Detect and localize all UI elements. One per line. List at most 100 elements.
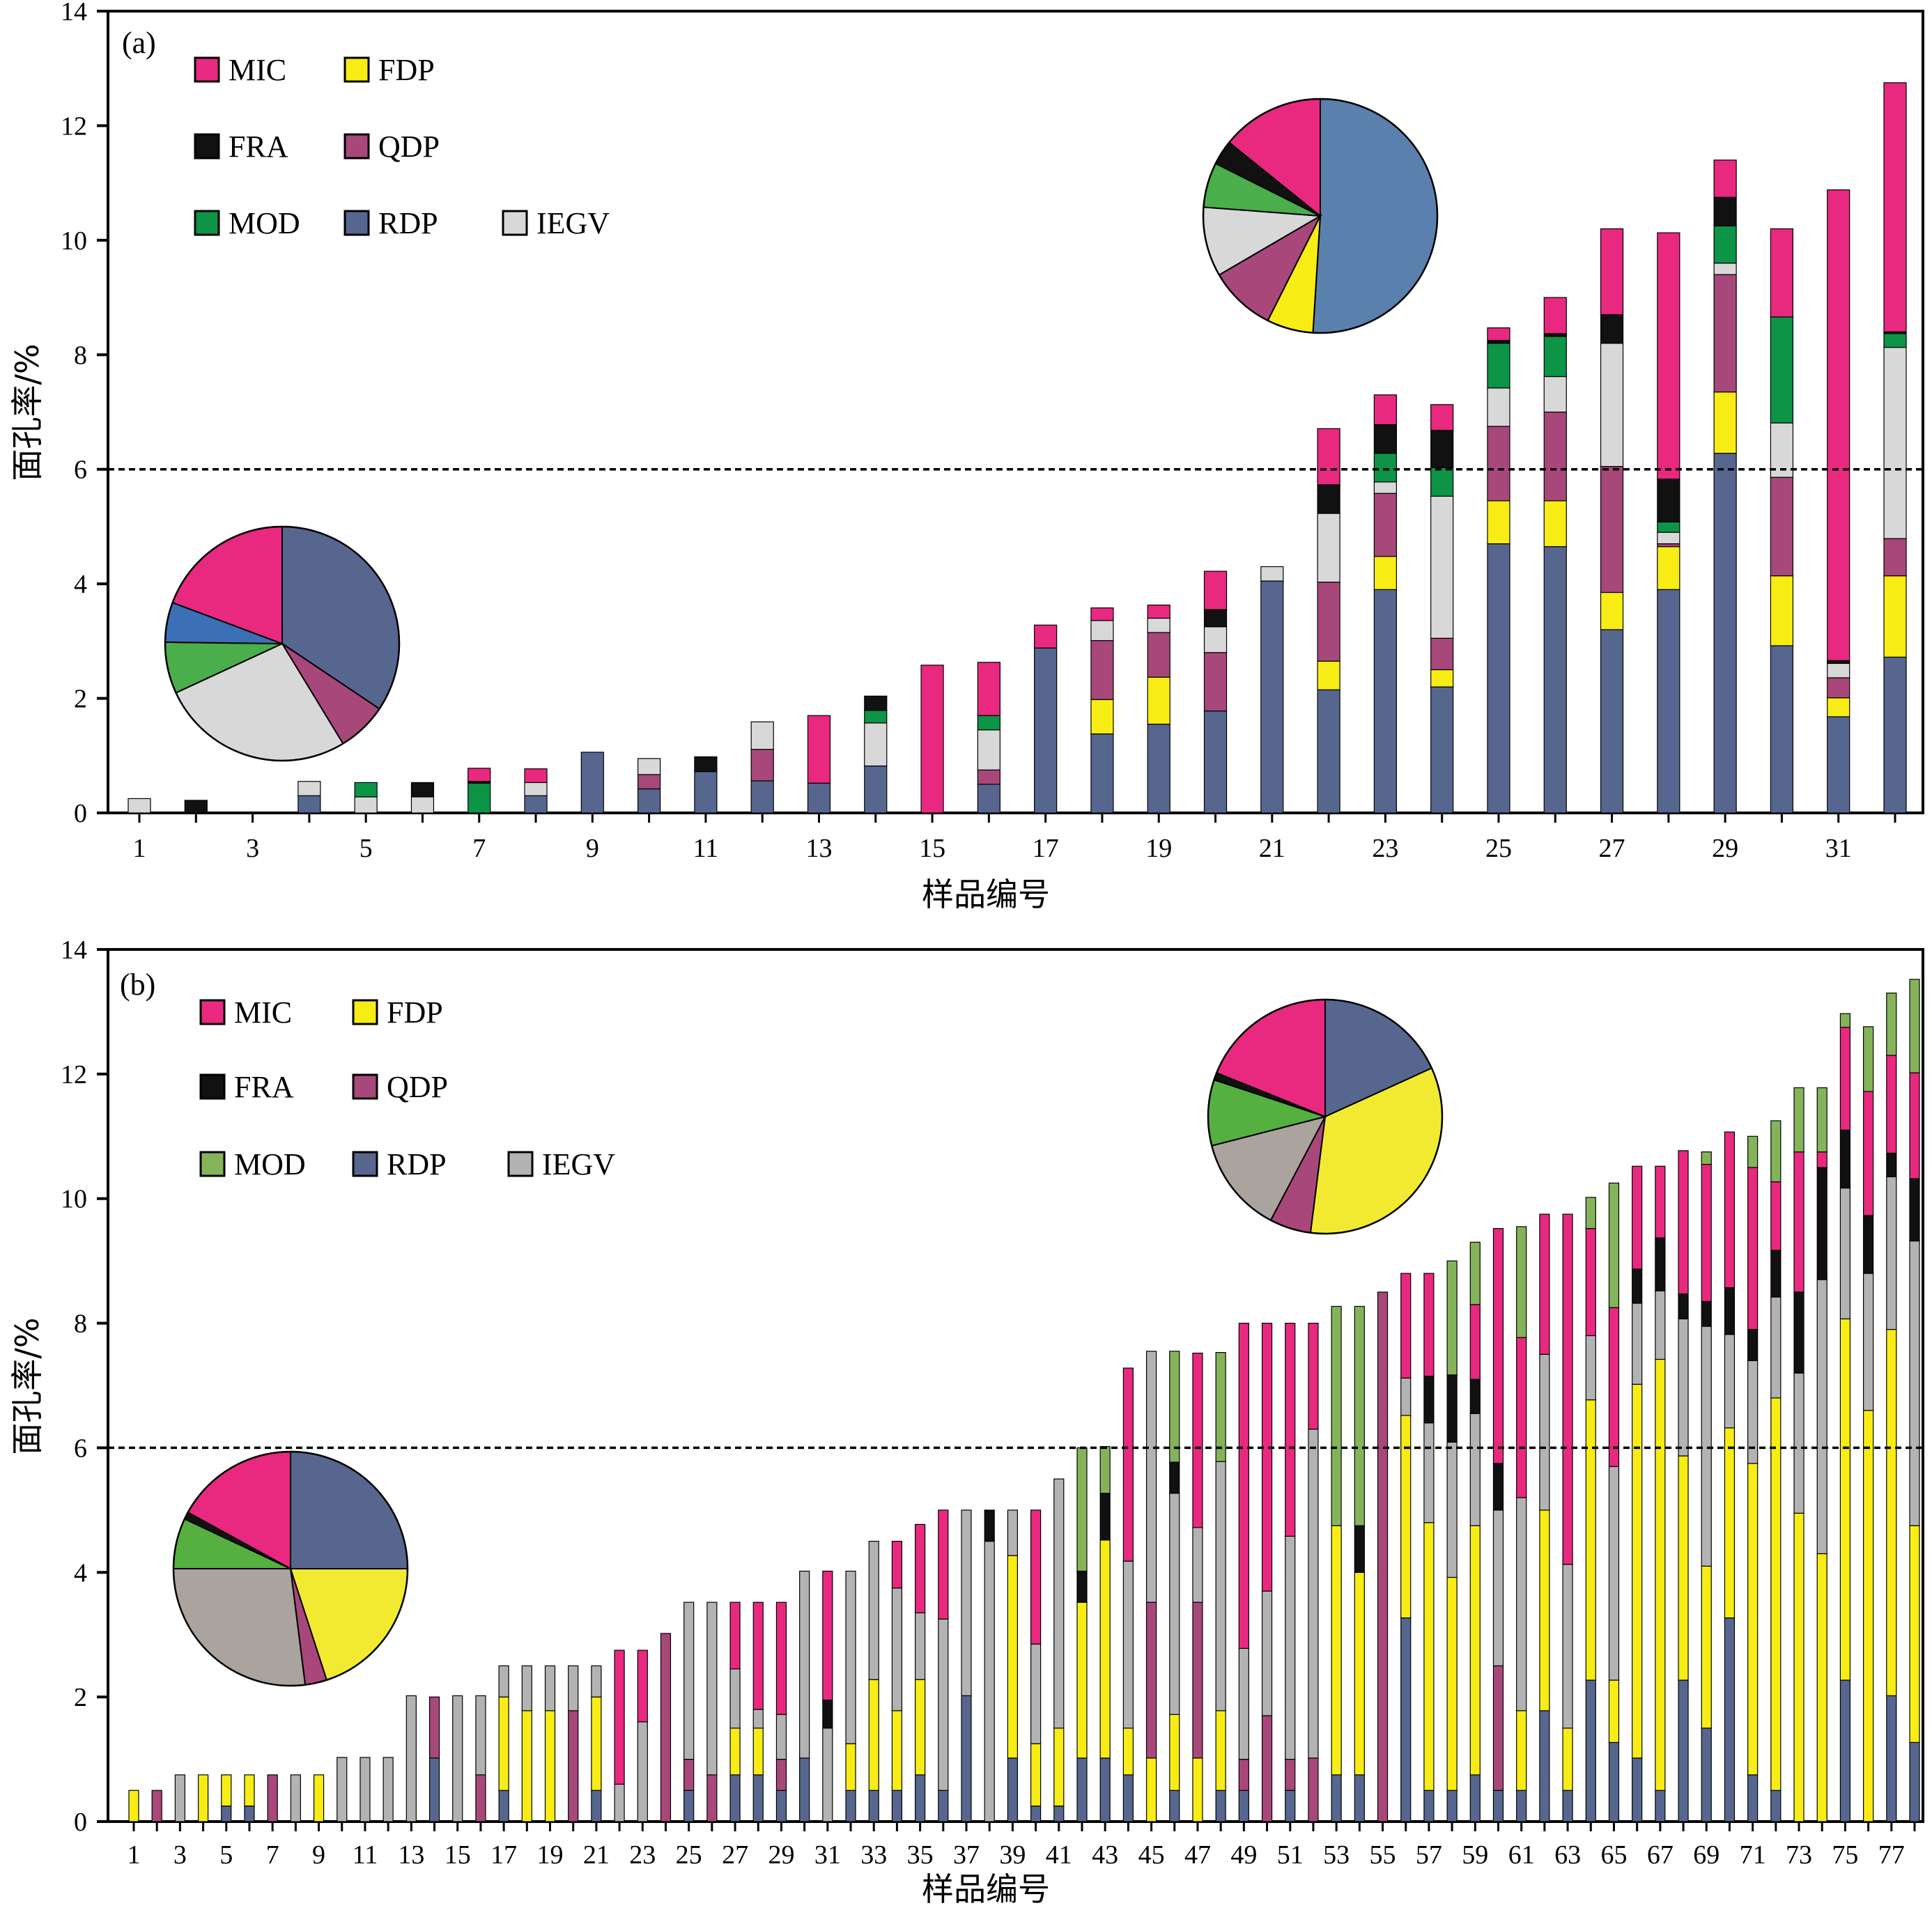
bar-segment-iegv — [683, 1601, 695, 1760]
bar-segment-qdp — [1883, 538, 1907, 577]
bar-segment-rdp — [1770, 1790, 1782, 1822]
x-tick-label: 27 — [1599, 834, 1625, 863]
bar-segment-fdp — [1747, 1463, 1759, 1776]
bar-segment-rdp — [498, 1790, 509, 1822]
bar-segment-qdp — [1090, 639, 1114, 700]
bar-segment-rdp — [694, 771, 718, 814]
bar-segment-iegv — [822, 1728, 833, 1822]
legend-label-iegv: IEGV — [542, 1147, 615, 1181]
bar-segment-iegv — [799, 1570, 810, 1759]
bar-segment-fdp — [1827, 697, 1850, 717]
bar-segment-iegv — [1053, 1478, 1065, 1729]
bar-segment-fra — [1909, 1178, 1920, 1242]
bar-segment-iegv — [1585, 1335, 1596, 1401]
bar-segment-fdp — [1655, 1358, 1666, 1791]
pie-slice-rdp — [290, 1450, 409, 1569]
bar-segment-mod — [1076, 1447, 1088, 1572]
bar-segment-iegv — [1909, 1240, 1920, 1526]
bar-segment-rdp — [1400, 1617, 1412, 1822]
bar-segment-fra — [1839, 1129, 1851, 1189]
bar-segment-mod — [1099, 1446, 1111, 1494]
bar-segment-iegv — [977, 729, 1000, 770]
bar-segment-iegv — [1308, 1429, 1319, 1759]
bar-segment-mic — [1400, 1273, 1412, 1379]
bar-segment-qdp — [1543, 411, 1567, 502]
x-tick-label: 29 — [768, 1840, 794, 1870]
bar-segment-mic — [1308, 1322, 1319, 1430]
bar-segment-mod — [1469, 1241, 1481, 1305]
legend-swatch-fdp — [343, 56, 370, 83]
legend-swatch-rdp — [343, 210, 370, 236]
legend-label-mod: MOD — [229, 206, 300, 240]
bar-segment-mic — [1090, 607, 1114, 621]
bar-segment-mod — [1657, 521, 1680, 533]
bar-segment-iegv — [891, 1588, 903, 1712]
bar-segment-fdp — [1215, 1710, 1226, 1791]
bar-segment-fdp — [521, 1710, 532, 1822]
bar-segment-mic — [1487, 327, 1510, 341]
bar-segment-mod — [1793, 1087, 1805, 1153]
bar-segment-qdp — [637, 774, 661, 790]
bar-segment-qdp — [1317, 582, 1340, 662]
bar-segment-mod — [1886, 992, 1897, 1056]
bar-segment-fra — [1423, 1375, 1435, 1424]
bar-segment-fdp — [1608, 1679, 1620, 1744]
x-tick-label: 73 — [1786, 1840, 1812, 1870]
bar-segment-mic — [1423, 1273, 1435, 1377]
bar-segment-fra — [984, 1509, 995, 1542]
bar-segment-mic — [1516, 1337, 1527, 1498]
pie-slice-iegv — [172, 1568, 307, 1687]
bar-segment-fdp — [1090, 699, 1114, 735]
bar-segment-iegv — [1678, 1318, 1689, 1457]
bar-segment-iegv — [1122, 1560, 1134, 1729]
x-tick-label: 7 — [266, 1840, 279, 1870]
bar-segment-mic — [1886, 1055, 1897, 1154]
bar-segment-qdp — [660, 1633, 672, 1822]
bar-segment-mod — [1446, 1260, 1458, 1376]
x-tick-label: 25 — [1485, 834, 1512, 863]
bar-segment-rdp — [1492, 1790, 1504, 1822]
bar-segment-rdp — [244, 1806, 255, 1822]
y-tick-label: 8 — [74, 1310, 87, 1339]
bar-segment-rdp — [864, 765, 888, 814]
bar-segment-fdp — [1839, 1318, 1851, 1681]
bar-segment-rdp — [750, 780, 774, 814]
bar-segment-mic — [1770, 228, 1794, 318]
bar-segment-iegv — [544, 1665, 556, 1712]
bar-segment-fdp — [498, 1696, 509, 1791]
x-tick-label: 19 — [1145, 834, 1172, 863]
legend-swatch-iegv — [502, 210, 528, 236]
legend-label-mod: MOD — [234, 1147, 306, 1181]
x-tick-label: 9 — [312, 1840, 325, 1870]
bar-segment-qdp — [1430, 637, 1454, 671]
bar-segment-fdp — [1169, 1714, 1180, 1791]
bar-segment-qdp — [1192, 1601, 1203, 1759]
bar-segment-mic — [1827, 189, 1850, 661]
bar-segment-rdp — [1608, 1741, 1620, 1822]
bar-segment-fdp — [1657, 546, 1680, 590]
bar-segment-fdp — [845, 1743, 856, 1791]
bar-segment-rdp — [1238, 1790, 1249, 1822]
bar-segment-rdp — [524, 795, 548, 814]
bar-segment-mod — [1543, 336, 1567, 378]
x-axis-title: 样品编号 — [922, 1870, 1050, 1908]
bar-segment-iegv — [1145, 1351, 1157, 1603]
bar-segment-fdp — [1147, 676, 1170, 725]
bar-segment-fra — [1655, 1237, 1666, 1291]
bar-segment-rdp — [1076, 1757, 1088, 1822]
bar-segment-fra — [1099, 1493, 1111, 1541]
bar-segment-mic — [1839, 1027, 1851, 1131]
bar-segment-iegv — [637, 1721, 648, 1822]
x-tick-label: 53 — [1323, 1840, 1350, 1870]
bar-segment-mic — [1724, 1131, 1736, 1289]
bar-segment-rdp — [1030, 1806, 1042, 1822]
bar-segment-fra — [1657, 479, 1680, 522]
x-tick-label: 45 — [1138, 1840, 1165, 1870]
y-tick-label: 2 — [74, 685, 87, 714]
bar-segment-mic — [1608, 1307, 1620, 1467]
bar-segment-rdp — [1446, 1790, 1458, 1822]
bar-segment-iegv — [1543, 375, 1567, 413]
bar-segment-fdp — [1030, 1743, 1042, 1807]
x-tick-label: 7 — [472, 834, 486, 863]
